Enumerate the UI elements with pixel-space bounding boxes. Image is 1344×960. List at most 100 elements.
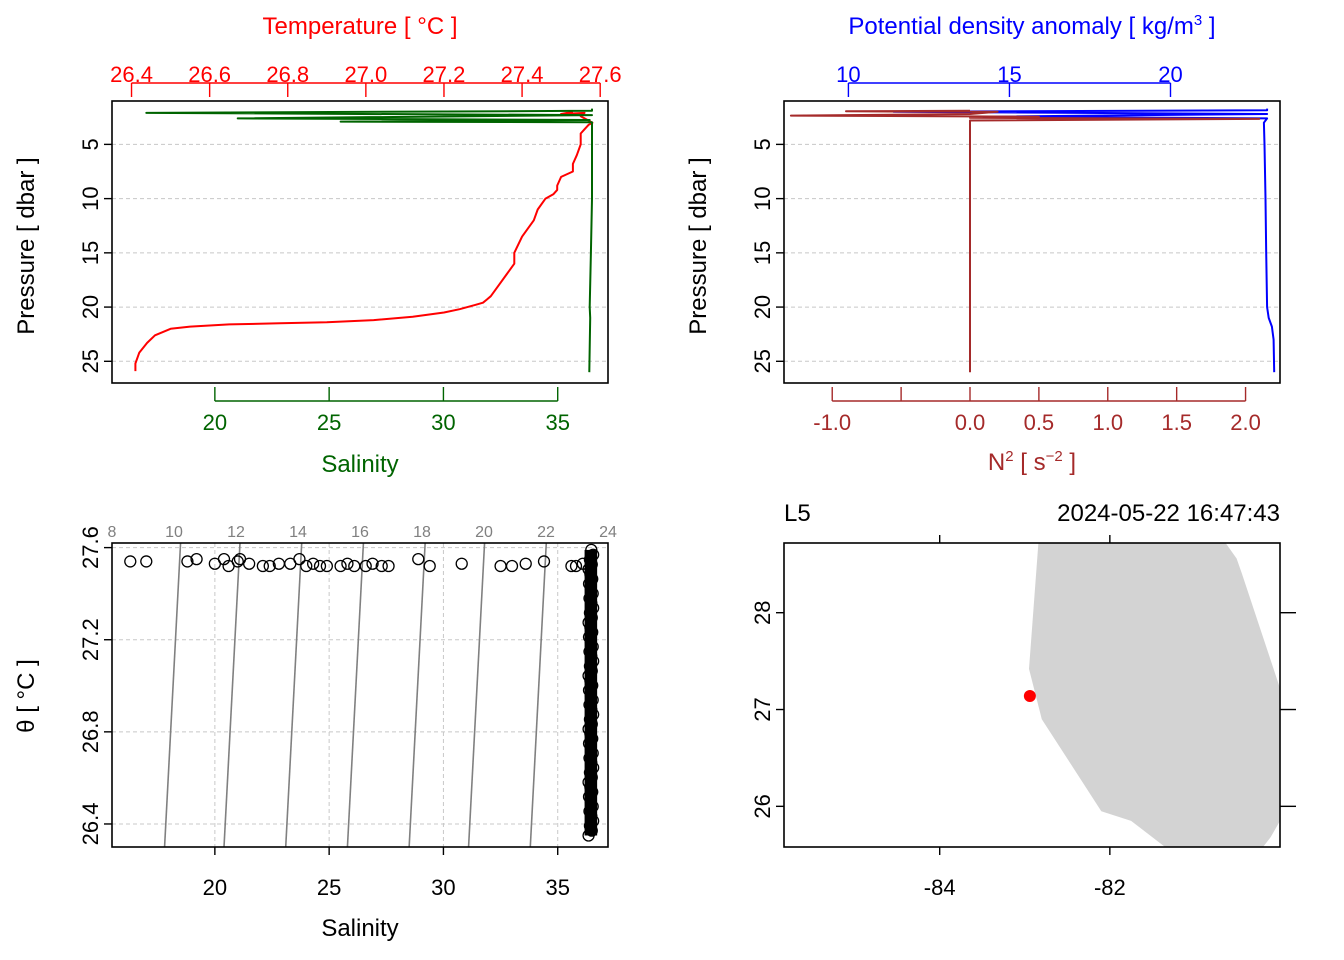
panel1-plot-frame — [111, 100, 609, 384]
panel3-ts-point — [300, 559, 313, 573]
map-lon-label--84: -84 — [924, 875, 956, 900]
panel2-left-tick-label-15: 15 — [750, 241, 775, 265]
map-frame — [783, 542, 1281, 848]
panel-temperature-salinity-profile: Temperature [ °C ] Salinity Pressure [ d… — [13, 13, 622, 478]
panel3-x-tick-label-35: 35 — [545, 875, 569, 900]
panel3-ts-point — [341, 557, 354, 570]
panel3-contour-label-20: 20 — [475, 524, 493, 541]
panel3-ts-point — [494, 559, 507, 573]
panel3-x-axis-title: Salinity — [321, 915, 398, 942]
panel3-y-axis-title: θ [ °C ] — [13, 659, 40, 733]
panel2-top-axis-title: Potential density anomaly [ kg/m3 ] — [848, 12, 1215, 40]
map-datetime-label: 2024-05-22 16:47:43 — [1057, 500, 1280, 527]
panel3-ts-point — [320, 559, 334, 573]
map-station-label: L5 — [784, 500, 811, 527]
panel3-density-contour-22 — [529, 542, 548, 848]
panel3-contour-label-14: 14 — [289, 524, 307, 541]
panel3-ts-point — [263, 559, 276, 573]
panel3-y-tick-label-26.8: 26.8 — [78, 710, 103, 753]
panel3-ts-point — [231, 555, 244, 568]
panel1-bottom-tick-label-30: 30 — [431, 410, 455, 435]
panel1-top-tick-label-27.6: 27.6 — [579, 62, 622, 87]
panel3-x-tick-label-30: 30 — [431, 875, 455, 900]
panel1-top-tick-label-26.4: 26.4 — [110, 62, 153, 87]
panel2-top-tick-label-10: 10 — [836, 62, 860, 87]
panel3-density-contour-12 — [223, 542, 241, 848]
panel1-series-temperature-line — [134, 110, 594, 372]
panel2-bottom-tick-label-0: 0.0 — [955, 410, 986, 435]
panel3-ts-point — [455, 557, 468, 570]
panel1-top-tick-label-26.6: 26.6 — [188, 62, 231, 87]
panel3-contour-label-16: 16 — [351, 524, 369, 541]
map-lat-label-26: 26 — [750, 794, 775, 818]
panel1-bottom-tick-label-35: 35 — [545, 410, 569, 435]
panel1-left-axis-title: Pressure [ dbar ] — [13, 157, 40, 334]
panel3-density-contour-18 — [408, 542, 426, 848]
panel2-left-tick-label-5: 5 — [750, 138, 775, 150]
panel2-bottom-tick-label-0.5: 0.5 — [1024, 410, 1055, 435]
map-land-polygon — [1029, 543, 1280, 847]
panel3-contour-label-24: 24 — [599, 524, 617, 541]
panel3-contour-label-22: 22 — [537, 524, 555, 541]
panel3-y-tick-label-27.6: 27.6 — [78, 526, 103, 569]
panel3-plot-frame — [111, 542, 609, 848]
panel2-left-tick-label-25: 25 — [750, 349, 775, 373]
panel1-bottom-axis-title: Salinity — [321, 451, 398, 478]
panel1-left-tick-label-10: 10 — [78, 186, 103, 210]
panel3-ts-point — [537, 555, 551, 568]
panel2-left-axis-title: Pressure [ dbar ] — [685, 157, 712, 334]
panel1-bottom-tick-label-20: 20 — [203, 410, 227, 435]
panel3-ts-point — [505, 559, 519, 573]
panel3-ts-point — [306, 557, 320, 570]
panel3-ts-point — [565, 559, 578, 573]
map-station-marker — [1023, 689, 1036, 702]
panel2-bottom-tick-label-1.5: 1.5 — [1161, 410, 1192, 435]
map-lon-label--82: -82 — [1094, 875, 1126, 900]
panel2-bottom-tick-label-2: 2.0 — [1230, 410, 1261, 435]
panel2-left-tick-label-10: 10 — [750, 186, 775, 210]
panel3-contour-label-8: 8 — [108, 524, 117, 541]
map-lat-label-27: 27 — [750, 697, 775, 721]
panel3-ts-point — [519, 557, 532, 570]
panel1-left-tick-label-5: 5 — [78, 138, 103, 150]
panel1-top-tick-label-26.8: 26.8 — [266, 62, 309, 87]
panel-density-n2-profile: Potential density anomaly [ kg/m3 ] N2 [… — [685, 12, 1281, 476]
panel1-left-tick-label-20: 20 — [78, 295, 103, 319]
panel3-ts-point — [382, 559, 395, 573]
map-lat-label-28: 28 — [750, 600, 775, 624]
panel3-ts-point — [256, 559, 270, 573]
panel3-contour-label-12: 12 — [227, 524, 245, 541]
panel2-left-tick-label-20: 20 — [750, 295, 775, 319]
panel1-top-tick-label-27.2: 27.2 — [423, 62, 466, 87]
panel2-series-n2-line — [789, 109, 1261, 373]
panel3-ts-point — [348, 559, 361, 573]
panel2-bottom-tick-label-1: 1.0 — [1092, 410, 1123, 435]
panel3-ts-point — [366, 557, 379, 570]
panel3-ts-point — [359, 559, 372, 573]
panel-ts-diagram: Salinity θ [ °C ] 8 10 12 14 16 18 20 22 24 20 25 3… — [13, 524, 617, 942]
panel1-top-tick-label-27.4: 27.4 — [501, 62, 544, 87]
panel3-ts-point — [217, 552, 231, 566]
panel3-y-tick-label-26.4: 26.4 — [78, 803, 103, 846]
panel2-plot-frame — [783, 100, 1281, 384]
panel3-density-contour-16 — [346, 542, 365, 848]
panel1-left-tick-label-15: 15 — [78, 241, 103, 265]
panel1-series-salinity-line — [145, 108, 593, 373]
panel2-top-tick-label-20: 20 — [1158, 62, 1182, 87]
panel-station-map: L5 2024-05-22 16:47:43 -84 -82 26 27 28 — [750, 500, 1296, 900]
panel3-density-contour-14 — [284, 542, 303, 848]
panel3-contour-label-18: 18 — [413, 524, 431, 541]
panel3-x-tick-label-25: 25 — [317, 875, 341, 900]
panel3-ts-point — [334, 559, 347, 573]
panel3-ts-point — [190, 552, 203, 566]
panel3-ts-point — [375, 559, 388, 573]
panel3-ts-point — [181, 555, 194, 568]
panel3-ts-point — [569, 559, 583, 573]
panel3-ts-point — [293, 552, 306, 566]
panel1-top-axis-title: Temperature [ °C ] — [263, 13, 458, 40]
panel2-top-tick-label-15: 15 — [997, 62, 1021, 87]
panel1-top-tick-label-27: 27.0 — [344, 62, 387, 87]
panel2-series-density-line — [892, 108, 1276, 373]
panel1-left-tick-label-25: 25 — [78, 349, 103, 373]
